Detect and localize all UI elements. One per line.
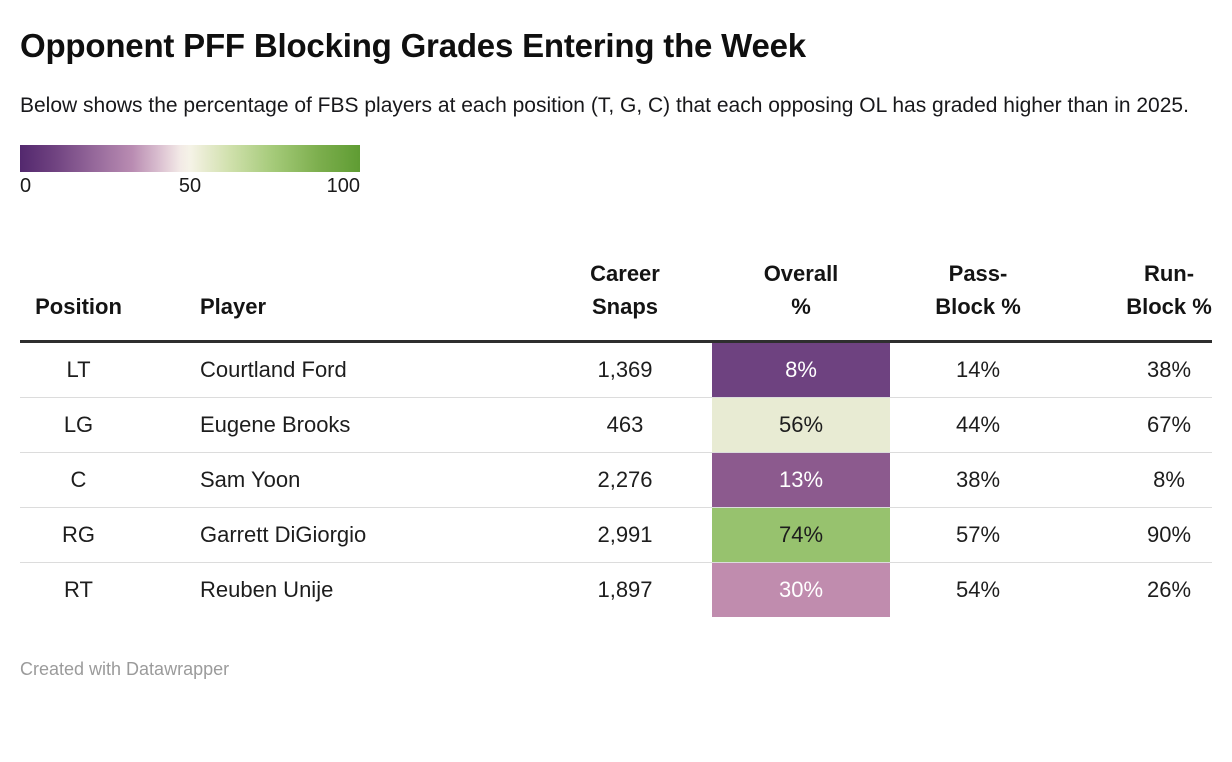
position-cell: LT	[66, 357, 91, 382]
column-header-career-snaps: Career Snaps	[590, 261, 660, 319]
overall-pct-heatmap-cell: 13%	[712, 452, 890, 508]
column-header-position: Position	[35, 294, 122, 319]
overall-pct-heatmap-cell: 56%	[712, 397, 890, 453]
run-block-pct-cell: 8%	[1066, 452, 1212, 508]
run-block-pct-cell: 90%	[1066, 507, 1212, 563]
run-block-pct-cell: 26%	[1066, 562, 1212, 617]
table-row: LG Eugene Brooks 463 56% 44% 67%	[20, 397, 1212, 453]
chart-title: Opponent PFF Blocking Grades Entering th…	[20, 27, 806, 64]
grades-table: Position Player Career Snaps Overall % P…	[20, 257, 1212, 617]
player-cell: Sam Yoon	[137, 452, 482, 508]
table-row: LT Courtland Ford 1,369 8% 14% 38%	[20, 341, 1212, 398]
column-header-pass-block-pct: Pass- Block %	[935, 261, 1021, 319]
run-block-pct-cell: 67%	[1066, 397, 1212, 453]
table-row: C Sam Yoon 2,276 13% 38% 8%	[20, 452, 1212, 508]
column-header-overall-pct: Overall %	[763, 261, 839, 319]
career-snaps-cell: 1,897	[482, 562, 712, 617]
overall-pct-heatmap-cell: 8%	[712, 341, 890, 398]
player-cell: Garrett DiGiorgio	[137, 507, 482, 563]
chart-subtitle: Below shows the percentage of FBS player…	[20, 94, 1189, 117]
position-cell: LG	[20, 397, 137, 453]
position-cell: RT	[20, 562, 137, 617]
position-cell: RG	[20, 507, 137, 563]
column-header-run-block-pct: Run- Block %	[1126, 261, 1212, 319]
run-block-pct-cell: 38%	[1146, 357, 1192, 382]
pass-block-pct-cell: 54%	[890, 562, 1066, 617]
career-snaps-cell: 2,991	[482, 507, 712, 563]
overall-pct-heatmap-cell: 30%	[712, 562, 890, 617]
legend-max-label: 100	[326, 175, 360, 197]
player-cell: Eugene Brooks	[137, 397, 482, 453]
legend-min-label: 0	[20, 175, 32, 197]
pass-block-pct-cell: 38%	[890, 452, 1066, 508]
career-snaps-cell: 1,369	[597, 357, 653, 382]
color-legend: 0 50 100	[20, 145, 360, 201]
pass-block-pct-cell: 14%	[955, 357, 1001, 382]
player-cell: Reuben Unije	[137, 562, 482, 617]
position-cell: C	[20, 452, 137, 508]
career-snaps-cell: 2,276	[482, 452, 712, 508]
pass-block-pct-cell: 44%	[890, 397, 1066, 453]
legend-labels: 0 50 100	[20, 175, 360, 201]
player-cell: Courtland Ford	[200, 357, 347, 382]
datawrapper-credit-link[interactable]: Created with Datawrapper	[20, 659, 230, 679]
career-snaps-cell: 463	[482, 397, 712, 453]
pass-block-pct-cell: 57%	[890, 507, 1066, 563]
legend-gradient-bar	[20, 145, 360, 172]
overall-pct-heatmap-cell: 74%	[712, 507, 890, 563]
table-row: RT Reuben Unije 1,897 30% 54% 26%	[20, 562, 1212, 617]
column-header-player: Player	[200, 294, 267, 319]
table-row: RG Garrett DiGiorgio 2,991 74% 57% 90%	[20, 507, 1212, 563]
legend-mid-label: 50	[178, 175, 202, 197]
chart-container: Opponent PFF Blocking Grades Entering th…	[0, 26, 1232, 617]
header-row: Position Player Career Snaps Overall % P…	[20, 257, 1212, 342]
